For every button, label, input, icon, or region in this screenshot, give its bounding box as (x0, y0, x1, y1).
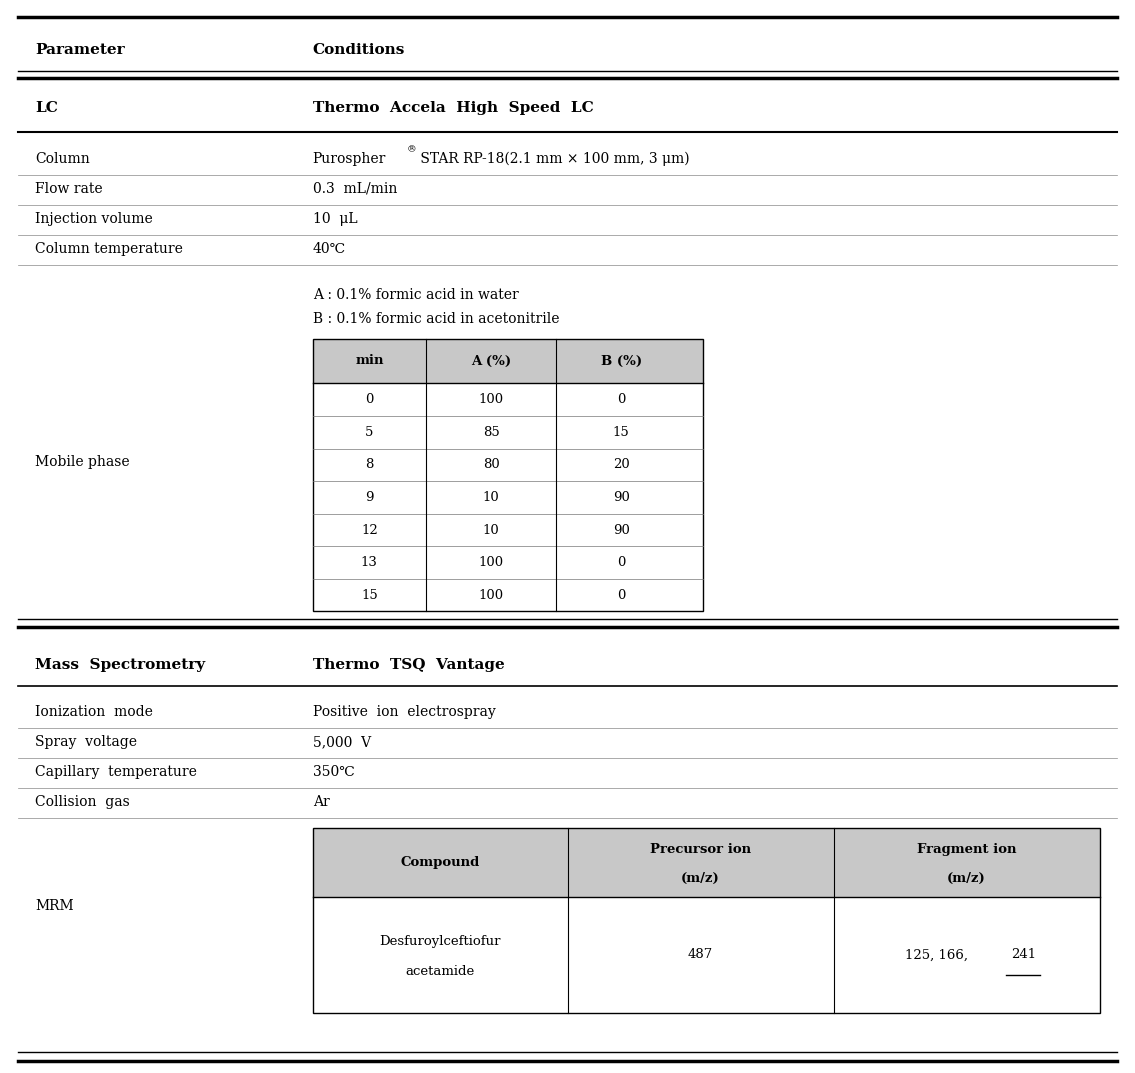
Text: Precursor ion: Precursor ion (650, 843, 751, 856)
Text: 125, 166,: 125, 166, (905, 949, 972, 961)
Text: Mass  Spectrometry: Mass Spectrometry (35, 658, 205, 672)
Text: 5,000  V: 5,000 V (313, 735, 371, 749)
Text: Column: Column (35, 151, 90, 165)
Text: Flow rate: Flow rate (35, 181, 103, 195)
Text: 5: 5 (365, 426, 373, 439)
Text: 0.3  mL/min: 0.3 mL/min (313, 181, 397, 195)
Text: Ar: Ar (313, 795, 329, 809)
Text: STAR RP-18(2.1 mm × 100 mm, 3 μm): STAR RP-18(2.1 mm × 100 mm, 3 μm) (415, 151, 689, 166)
Text: Ionization  mode: Ionization mode (35, 705, 153, 719)
Text: 100: 100 (479, 556, 504, 569)
Text: 80: 80 (482, 458, 499, 471)
Text: Purospher: Purospher (313, 151, 386, 165)
Text: Column temperature: Column temperature (35, 241, 183, 255)
Text: Conditions: Conditions (313, 43, 405, 57)
Text: ®: ® (406, 146, 417, 155)
Text: 13: 13 (361, 556, 378, 569)
Bar (313, 827, 1100, 897)
Text: 90: 90 (613, 491, 630, 504)
Text: 487: 487 (688, 949, 713, 961)
Text: Positive  ion  electrospray: Positive ion electrospray (313, 705, 496, 719)
Text: Collision  gas: Collision gas (35, 795, 131, 809)
Bar (313, 338, 704, 612)
Text: 8: 8 (365, 458, 373, 471)
Text: 10: 10 (482, 524, 499, 536)
Text: Injection volume: Injection volume (35, 211, 153, 225)
Text: 15: 15 (613, 426, 630, 439)
Text: 350℃: 350℃ (313, 765, 354, 779)
Text: Compound: Compound (401, 856, 480, 869)
Text: 15: 15 (361, 589, 378, 602)
Text: B : 0.1% formic acid in acetonitrile: B : 0.1% formic acid in acetonitrile (313, 312, 560, 326)
Text: 0: 0 (617, 556, 625, 569)
Text: 12: 12 (361, 524, 378, 536)
Text: Thermo  TSQ  Vantage: Thermo TSQ Vantage (313, 658, 504, 672)
Text: MRM: MRM (35, 899, 74, 913)
Text: 0: 0 (617, 589, 625, 602)
Text: (m/z): (m/z) (681, 872, 720, 885)
Text: acetamide: acetamide (405, 965, 474, 978)
Text: Fragment ion: Fragment ion (917, 843, 1016, 856)
Text: 100: 100 (479, 393, 504, 407)
Text: Desfuroylceftiofur: Desfuroylceftiofur (379, 935, 501, 947)
Text: A : 0.1% formic acid in water: A : 0.1% formic acid in water (313, 288, 519, 302)
Text: Spray  voltage: Spray voltage (35, 735, 137, 749)
Bar (313, 338, 704, 383)
Text: 9: 9 (365, 491, 373, 504)
Text: 40℃: 40℃ (313, 241, 346, 255)
Text: 10: 10 (482, 491, 499, 504)
Text: 0: 0 (617, 393, 625, 407)
Text: LC: LC (35, 102, 58, 116)
Text: min: min (355, 354, 384, 367)
Text: 0: 0 (365, 393, 373, 407)
Text: Parameter: Parameter (35, 43, 125, 57)
Text: B (%): B (%) (600, 354, 642, 367)
Text: Capillary  temperature: Capillary temperature (35, 765, 197, 779)
Text: 100: 100 (479, 589, 504, 602)
Text: 90: 90 (613, 524, 630, 536)
Bar (313, 827, 1100, 1013)
Text: 20: 20 (613, 458, 630, 471)
Text: 85: 85 (482, 426, 499, 439)
Text: (m/z): (m/z) (948, 872, 986, 885)
Text: 241: 241 (1010, 949, 1036, 961)
Text: 10  μL: 10 μL (313, 211, 358, 225)
Text: A (%): A (%) (471, 354, 511, 367)
Text: Thermo  Accela  High  Speed  LC: Thermo Accela High Speed LC (313, 102, 594, 116)
Text: Mobile phase: Mobile phase (35, 455, 131, 469)
